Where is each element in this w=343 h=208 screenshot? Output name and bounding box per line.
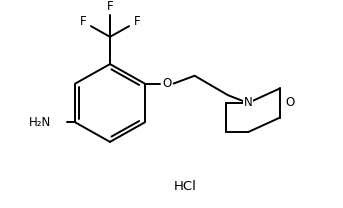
Text: H₂N: H₂N	[29, 116, 51, 129]
Text: N: N	[244, 97, 252, 109]
Text: F: F	[80, 15, 86, 28]
Text: O: O	[285, 97, 295, 109]
Text: HCl: HCl	[174, 180, 197, 193]
Text: F: F	[107, 0, 113, 13]
Text: O: O	[162, 77, 171, 90]
Text: F: F	[133, 15, 140, 28]
